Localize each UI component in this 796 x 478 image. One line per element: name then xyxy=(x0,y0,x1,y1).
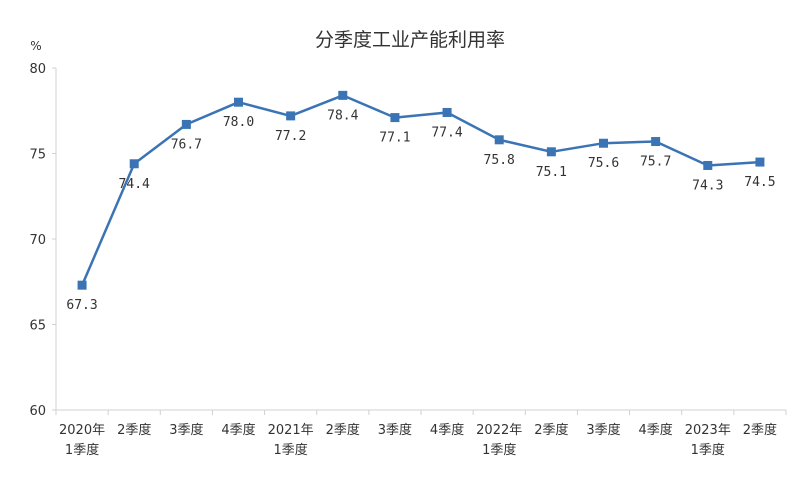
data-label: 77.2 xyxy=(275,129,306,144)
data-label: 77.1 xyxy=(379,131,410,146)
x-tick-label: 4季度 xyxy=(221,422,255,438)
series-line xyxy=(80,94,760,286)
data-point xyxy=(546,147,556,157)
data-label: 74.4 xyxy=(119,177,150,192)
y-tick-label: 60 xyxy=(29,404,46,419)
data-point xyxy=(755,157,765,167)
x-tick-label: 2021年 xyxy=(268,423,314,438)
data-point xyxy=(494,135,504,145)
x-tick-label: 2季度 xyxy=(117,422,151,438)
data-label: 77.4 xyxy=(431,125,462,140)
x-tick-label: 3季度 xyxy=(378,422,412,438)
x-tick-label: 2季度 xyxy=(534,422,568,438)
y-tick-label: 65 xyxy=(29,319,46,334)
data-label: 78.4 xyxy=(327,108,358,123)
y-unit-label: % xyxy=(30,39,41,53)
y-tick-label: 80 xyxy=(29,62,46,77)
data-point xyxy=(234,97,243,107)
data-point xyxy=(181,119,191,129)
data-label: 75.8 xyxy=(484,153,515,168)
y-tick-label: 70 xyxy=(29,233,46,248)
data-label: 67.3 xyxy=(66,298,97,313)
data-label: 74.5 xyxy=(744,175,775,190)
x-tick-label: 3季度 xyxy=(169,422,203,438)
x-tick-label: 1季度 xyxy=(274,442,308,458)
data-point xyxy=(651,137,661,147)
data-point xyxy=(703,160,713,170)
y-tick-label: 75 xyxy=(29,148,46,163)
x-tick-label: 1季度 xyxy=(65,442,99,458)
x-tick-label: 2020年 xyxy=(59,423,105,438)
data-point xyxy=(599,138,608,148)
x-tick-label: 2季度 xyxy=(326,422,360,438)
data-point xyxy=(286,111,296,121)
x-tick-label: 2季度 xyxy=(743,422,777,438)
data-label: 76.7 xyxy=(171,137,202,152)
data-point xyxy=(442,107,452,117)
data-point xyxy=(129,159,139,169)
data-point xyxy=(338,90,348,100)
x-tick-label: 4季度 xyxy=(639,422,673,438)
data-label: 75.7 xyxy=(640,155,671,170)
data-label: 75.6 xyxy=(588,156,619,171)
x-tick-label: 1季度 xyxy=(691,442,725,458)
x-tick-label: 2022年 xyxy=(476,423,522,438)
x-tick-label: 1季度 xyxy=(482,442,516,458)
data-point xyxy=(390,113,400,123)
data-point xyxy=(77,280,87,290)
chart-title: 分季度工业产能利用率 xyxy=(315,29,505,51)
x-tick-label: 4季度 xyxy=(430,422,464,438)
data-label: 74.3 xyxy=(692,178,723,193)
x-tick-label: 3季度 xyxy=(586,422,620,438)
data-label: 75.1 xyxy=(536,165,567,180)
x-tick-label: 2023年 xyxy=(685,423,731,438)
data-label: 78.0 xyxy=(223,115,254,130)
